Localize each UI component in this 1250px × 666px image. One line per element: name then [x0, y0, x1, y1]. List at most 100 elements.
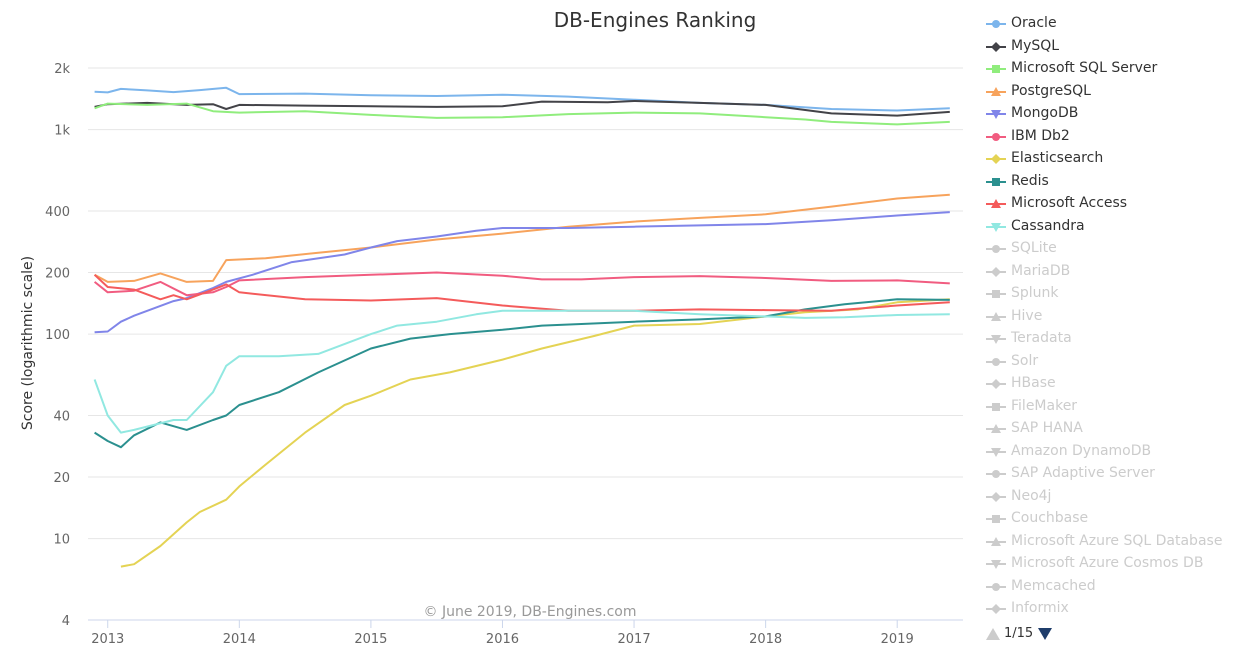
- series-lines: [93, 86, 950, 568]
- series-line-ibm-db2: [93, 271, 950, 297]
- series-line-postgresql: [94, 193, 950, 283]
- y-tick-label: 4: [62, 614, 70, 629]
- legend-item-ibm-db2[interactable]: IBM Db2: [984, 125, 1246, 148]
- legend-label: MariaDB: [1011, 262, 1071, 279]
- series-line-mongodb: [94, 211, 950, 334]
- legend-label: Solr: [1011, 352, 1039, 369]
- square-marker-icon: [984, 399, 1008, 413]
- legend-label: PostgreSQL: [1011, 82, 1091, 99]
- y-tick-label: 400: [45, 205, 70, 220]
- x-axis-ticks: 2013 2014 2015 2016 2017 2018 2019: [91, 620, 914, 647]
- legend-label: Teradata: [1011, 330, 1072, 346]
- legend-item-teradata[interactable]: Teradata: [984, 327, 1246, 350]
- diamond-marker-icon: [984, 376, 1008, 390]
- triangle-marker-icon: [984, 421, 1008, 435]
- pager-down-icon[interactable]: [1038, 627, 1053, 640]
- legend-item-sqlite[interactable]: SQLite: [984, 237, 1246, 260]
- diamond-marker-icon: [984, 151, 1008, 165]
- y-tick-label: 40: [53, 409, 70, 424]
- legend-item-hive[interactable]: Hive: [984, 305, 1246, 328]
- legend-item-informix[interactable]: Informix: [984, 597, 1246, 620]
- legend-item-microsoft-sql-server[interactable]: Microsoft SQL Server: [984, 57, 1246, 80]
- legend-label: Splunk: [1011, 285, 1059, 301]
- legend-item-microsoft-access[interactable]: Microsoft Access: [984, 192, 1246, 215]
- diamond-marker-icon: [984, 264, 1008, 278]
- legend-label: Redis: [1011, 172, 1049, 189]
- legend-item-amazon-dynamodb[interactable]: Amazon DynamoDB: [984, 440, 1246, 463]
- x-tick-label: 2018: [749, 632, 782, 647]
- legend-label: FileMaker: [1011, 397, 1078, 414]
- legend-label: Microsoft Access: [1011, 195, 1128, 211]
- legend-item-splunk[interactable]: Splunk: [984, 282, 1246, 305]
- legend-item-hbase[interactable]: HBase: [984, 372, 1246, 395]
- legend-label: Informix: [1011, 600, 1069, 616]
- legend-item-sap-adaptive-server[interactable]: SAP Adaptive Server: [984, 462, 1246, 485]
- y-axis-ticks: 4 10 20 40 100 200 400 1k 2k: [45, 62, 70, 629]
- legend-item-sap-hana[interactable]: SAP HANA: [984, 417, 1246, 440]
- circle-marker-icon: [984, 354, 1008, 368]
- legend: Oracle MySQL Microsoft SQL Server PostgreSQ…: [984, 12, 1246, 620]
- legend-item-memcached[interactable]: Memcached: [984, 575, 1246, 598]
- legend-item-mysql[interactable]: MySQL: [984, 35, 1246, 58]
- legend-label: Microsoft Azure Cosmos DB: [1011, 555, 1204, 571]
- triangle-down-marker-icon: [984, 556, 1008, 570]
- triangle-marker-icon: [984, 534, 1008, 548]
- x-tick-label: 2017: [618, 632, 651, 647]
- legend-label: SQLite: [1011, 240, 1057, 256]
- legend-label: Neo4j: [1011, 487, 1052, 504]
- ranking-chart: DB-Engines Ranking 41020401002004001k2k …: [20, 8, 963, 647]
- y-axis-label: Score (logarithmic scale): [20, 256, 36, 430]
- x-tick-label: 2015: [354, 632, 387, 647]
- circle-marker-icon: [984, 579, 1008, 593]
- legend-label: Microsoft Azure SQL Database: [1011, 532, 1223, 549]
- y-tick-label: 20: [53, 471, 70, 486]
- legend-label: SAP HANA: [1011, 420, 1083, 436]
- triangle-marker-icon: [984, 309, 1008, 323]
- legend-item-elasticsearch[interactable]: Elasticsearch: [984, 147, 1246, 170]
- legend-pager: 1/15: [986, 626, 1053, 641]
- triangle-down-marker-icon: [984, 331, 1008, 345]
- series-line-cassandra: [93, 309, 950, 434]
- legend-label: Elasticsearch: [1011, 150, 1104, 166]
- y-tick-label: 10: [53, 533, 70, 548]
- square-marker-icon: [984, 174, 1008, 188]
- legend-item-filemaker[interactable]: FileMaker: [984, 395, 1246, 418]
- legend-item-oracle[interactable]: Oracle: [984, 12, 1246, 35]
- legend-item-redis[interactable]: Redis: [984, 170, 1246, 193]
- x-tick-label: 2016: [486, 632, 519, 647]
- x-tick-label: 2013: [91, 632, 124, 647]
- triangle-down-marker-icon: [984, 444, 1008, 458]
- legend-item-postgresql[interactable]: PostgreSQL: [984, 80, 1246, 103]
- series-line-mysql: [94, 100, 950, 117]
- legend-label: Oracle: [1011, 15, 1057, 31]
- legend-item-mongodb[interactable]: MongoDB: [984, 102, 1246, 125]
- chart-title: DB-Engines Ranking: [554, 8, 757, 32]
- y-tick-label: 2k: [54, 62, 70, 77]
- legend-item-couchbase[interactable]: Couchbase: [984, 507, 1246, 530]
- series-line-microsoft-sql-server: [94, 102, 950, 126]
- diamond-marker-icon: [984, 601, 1008, 615]
- circle-marker-icon: [984, 16, 1008, 30]
- circle-marker-icon: [984, 466, 1008, 480]
- legend-item-solr[interactable]: Solr: [984, 350, 1246, 373]
- legend-label: HBase: [1011, 375, 1056, 391]
- pager-up-icon[interactable]: [986, 627, 1000, 640]
- legend-label: Hive: [1011, 307, 1043, 324]
- legend-item-neo4j[interactable]: Neo4j: [984, 485, 1246, 508]
- y-tick-label: 1k: [54, 124, 70, 139]
- y-tick-label: 100: [45, 328, 70, 343]
- y-tick-label: 200: [45, 267, 70, 282]
- series-line-microsoft-access: [93, 274, 950, 312]
- square-marker-icon: [984, 61, 1008, 75]
- triangle-marker-icon: [984, 196, 1008, 210]
- legend-label: MongoDB: [1011, 105, 1079, 121]
- square-marker-icon: [984, 286, 1008, 300]
- legend-label: Amazon DynamoDB: [1011, 442, 1152, 459]
- legend-item-microsoft-azure-cosmos-db[interactable]: Microsoft Azure Cosmos DB: [984, 552, 1246, 575]
- legend-item-mariadb[interactable]: MariaDB: [984, 260, 1246, 283]
- diamond-marker-icon: [984, 39, 1008, 53]
- legend-item-cassandra[interactable]: Cassandra: [984, 215, 1246, 238]
- legend-item-microsoft-azure-sql-database[interactable]: Microsoft Azure SQL Database: [984, 530, 1246, 553]
- legend-label: IBM Db2: [1011, 127, 1070, 144]
- triangle-down-marker-icon: [984, 106, 1008, 120]
